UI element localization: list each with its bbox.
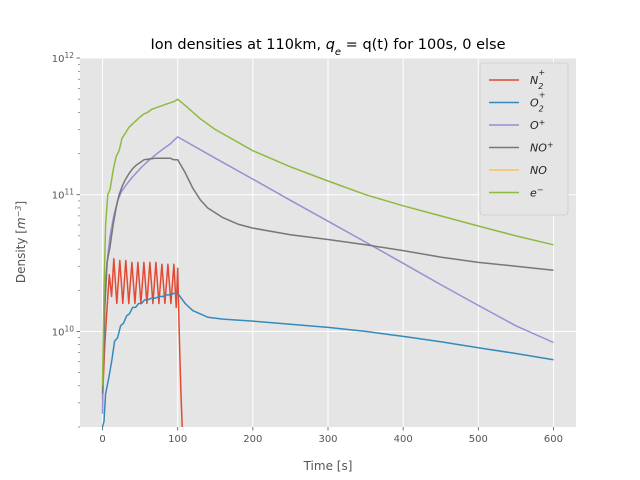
series-line-e bbox=[101, 98, 554, 386]
title-math-sub: e bbox=[335, 47, 341, 58]
title-math-rest: = q(t) bbox=[341, 37, 389, 53]
y-axis-label: Density [m−3] bbox=[14, 201, 29, 283]
x-tick-label: 600 bbox=[544, 434, 563, 445]
legend-label: NO bbox=[530, 164, 547, 177]
series-line-NO bbox=[101, 157, 554, 394]
y-tick-label: 1011 bbox=[52, 187, 75, 202]
x-tick-label: 300 bbox=[318, 434, 337, 445]
title-math-base: q bbox=[326, 37, 335, 53]
y-axis-ticks: 1010 1011 1012 bbox=[52, 51, 80, 428]
series-line-O2 bbox=[101, 292, 554, 427]
x-tick-label: 200 bbox=[243, 434, 262, 445]
ylabel-text: Density [ bbox=[14, 229, 28, 283]
legend-label: N2+ bbox=[530, 68, 545, 91]
y-tick-label: 1010 bbox=[52, 324, 75, 339]
legend-label: O2+ bbox=[530, 91, 545, 114]
legend-label: e− bbox=[530, 186, 543, 200]
title-suffix: for 100s, 0 else bbox=[389, 37, 506, 53]
legend-label: O+ bbox=[530, 118, 545, 132]
y-tick-label: 1012 bbox=[52, 51, 75, 66]
legend: N2+O2+ O+ NO+ NO e− bbox=[479, 62, 569, 216]
x-tick-label: 100 bbox=[168, 434, 187, 445]
x-axis-ticks: 0 100 200 300 400 500 600 bbox=[99, 427, 563, 445]
ylabel-close: ] bbox=[14, 201, 28, 206]
x-tick-label: 500 bbox=[469, 434, 488, 445]
x-tick-label: 0 bbox=[99, 434, 105, 445]
title-text: Ion densities at 110km, bbox=[150, 37, 325, 53]
x-axis-label: Time [s] bbox=[303, 459, 353, 473]
chart-title: Ion densities at 110km, qe = q(t) for 10… bbox=[150, 37, 505, 58]
ylabel-unit: m bbox=[14, 217, 28, 229]
grid-lines bbox=[80, 57, 576, 427]
legend-label: NO+ bbox=[530, 141, 554, 155]
x-tick-label: 400 bbox=[394, 434, 413, 445]
legend-box bbox=[479, 62, 569, 216]
series-layer bbox=[101, 98, 554, 427]
ylabel-exp: −3 bbox=[14, 206, 23, 218]
series-line-N2 bbox=[101, 258, 183, 427]
